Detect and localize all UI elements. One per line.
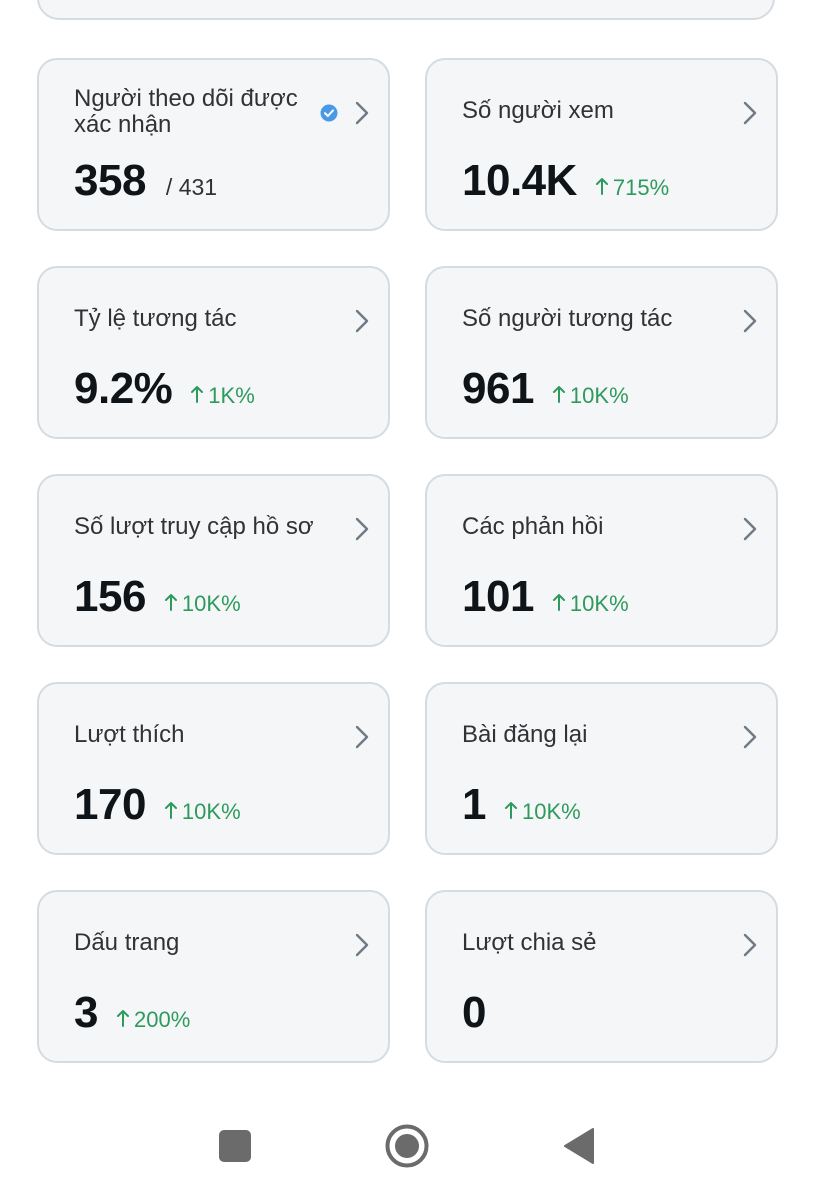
stat-card-profile-visits[interactable]: Số lượt truy cập hồ sơ 156 10K% [37,474,390,647]
arrow-up-icon [164,802,177,819]
stat-title: Số người tương tác [462,305,673,332]
stat-title: Bài đăng lại [462,721,588,748]
stat-card-verified-followers[interactable]: Người theo dõi được xác nhận 358 / 431 [37,58,390,231]
stat-change: 715% [595,175,669,201]
stat-title: Người theo dõi được xác nhận [74,85,298,138]
stat-card-reposts[interactable]: Bài đăng lại 1 10K% [425,682,778,855]
stat-value-row: 10.4K 715% [462,156,669,206]
chevron-right-icon [355,725,369,749]
stat-value: 3 [74,988,98,1037]
stat-change-value: 10K% [521,799,581,824]
stat-title: Lượt thích [74,721,185,748]
stat-title: Tỷ lệ tương tác [74,305,237,332]
chevron-right-icon [355,933,369,957]
chevron-right-icon [743,517,757,541]
verified-badge-icon [320,104,338,122]
chevron-right-icon [355,101,369,125]
stat-change: 10K% [164,799,241,825]
chevron-right-icon [743,101,757,125]
system-navigation-bar [0,1105,815,1185]
stat-change: 10K% [504,799,581,825]
stat-card-shares[interactable]: Lượt chia sẻ 0 [425,890,778,1063]
stat-change: 200% [116,1007,190,1033]
previous-card-partial [37,0,775,20]
stat-value-row: 961 10K% [462,364,629,414]
square-icon[interactable] [218,1129,252,1163]
stat-value: 961 [462,364,534,413]
stat-change: 10K% [164,591,241,617]
stat-value: 0 [462,988,486,1037]
stat-change-value: 1K% [208,383,255,408]
stat-value: 10.4K [462,156,577,205]
chevron-right-icon [355,517,369,541]
stat-card-likes[interactable]: Lượt thích 170 10K% [37,682,390,855]
stat-title: Số người xem [462,97,614,124]
stat-change: 10K% [552,383,629,409]
stat-change-value: 10K% [181,799,241,824]
stat-card-engaged-users[interactable]: Số người tương tác 961 10K% [425,266,778,439]
arrow-up-icon [504,802,517,819]
arrow-up-icon [552,594,565,611]
arrow-up-icon [595,178,608,195]
stat-title: Số lượt truy cập hồ sơ [74,513,314,540]
stat-total: / 431 [165,174,218,200]
stat-title: Các phản hồi [462,513,604,540]
stat-value-row: 170 10K% [74,780,241,830]
stat-card-viewers[interactable]: Số người xem 10.4K 715% [425,58,778,231]
stat-title: Dấu trang [74,929,180,956]
stat-value-row: 3 200% [74,988,190,1038]
stat-value: 101 [462,572,534,621]
stat-value: 156 [74,572,146,621]
stat-change-value: 200% [133,1007,191,1032]
stats-grid: Người theo dõi được xác nhận 358 / 431 S… [37,58,778,1063]
stat-card-replies[interactable]: Các phản hồi 101 10K% [425,474,778,647]
stat-value-row: 9.2% 1K% [74,364,255,414]
stat-change: 1K% [190,383,255,409]
stat-value: 9.2% [74,364,173,413]
chevron-right-icon [743,309,757,333]
stat-change: 10K% [552,591,629,617]
stat-value-row: 1 10K% [462,780,581,830]
stat-value-row: 0 [462,988,486,1038]
chevron-right-icon [743,725,757,749]
stat-title: Lượt chia sẻ [462,929,597,956]
stat-change-value: 10K% [569,591,629,616]
stat-change-value: 10K% [181,591,241,616]
stat-change-value: 10K% [569,383,629,408]
chevron-right-icon [355,309,369,333]
circle-icon[interactable] [385,1124,429,1168]
stat-value-row: 358 / 431 [74,156,217,206]
arrow-up-icon [116,1010,129,1027]
stat-change-value: 715% [612,175,670,200]
stat-value: 170 [74,780,146,829]
stat-card-bookmarks[interactable]: Dấu trang 3 200% [37,890,390,1063]
chevron-right-icon [743,933,757,957]
arrow-up-icon [164,594,177,611]
triangle-left-icon[interactable] [563,1127,595,1165]
arrow-up-icon [552,386,565,403]
stat-value-row: 101 10K% [462,572,629,622]
stat-value: 358 [74,156,146,205]
stat-card-engagement-rate[interactable]: Tỷ lệ tương tác 9.2% 1K% [37,266,390,439]
stat-value: 1 [462,780,486,829]
stat-value-row: 156 10K% [74,572,241,622]
arrow-up-icon [191,386,204,403]
